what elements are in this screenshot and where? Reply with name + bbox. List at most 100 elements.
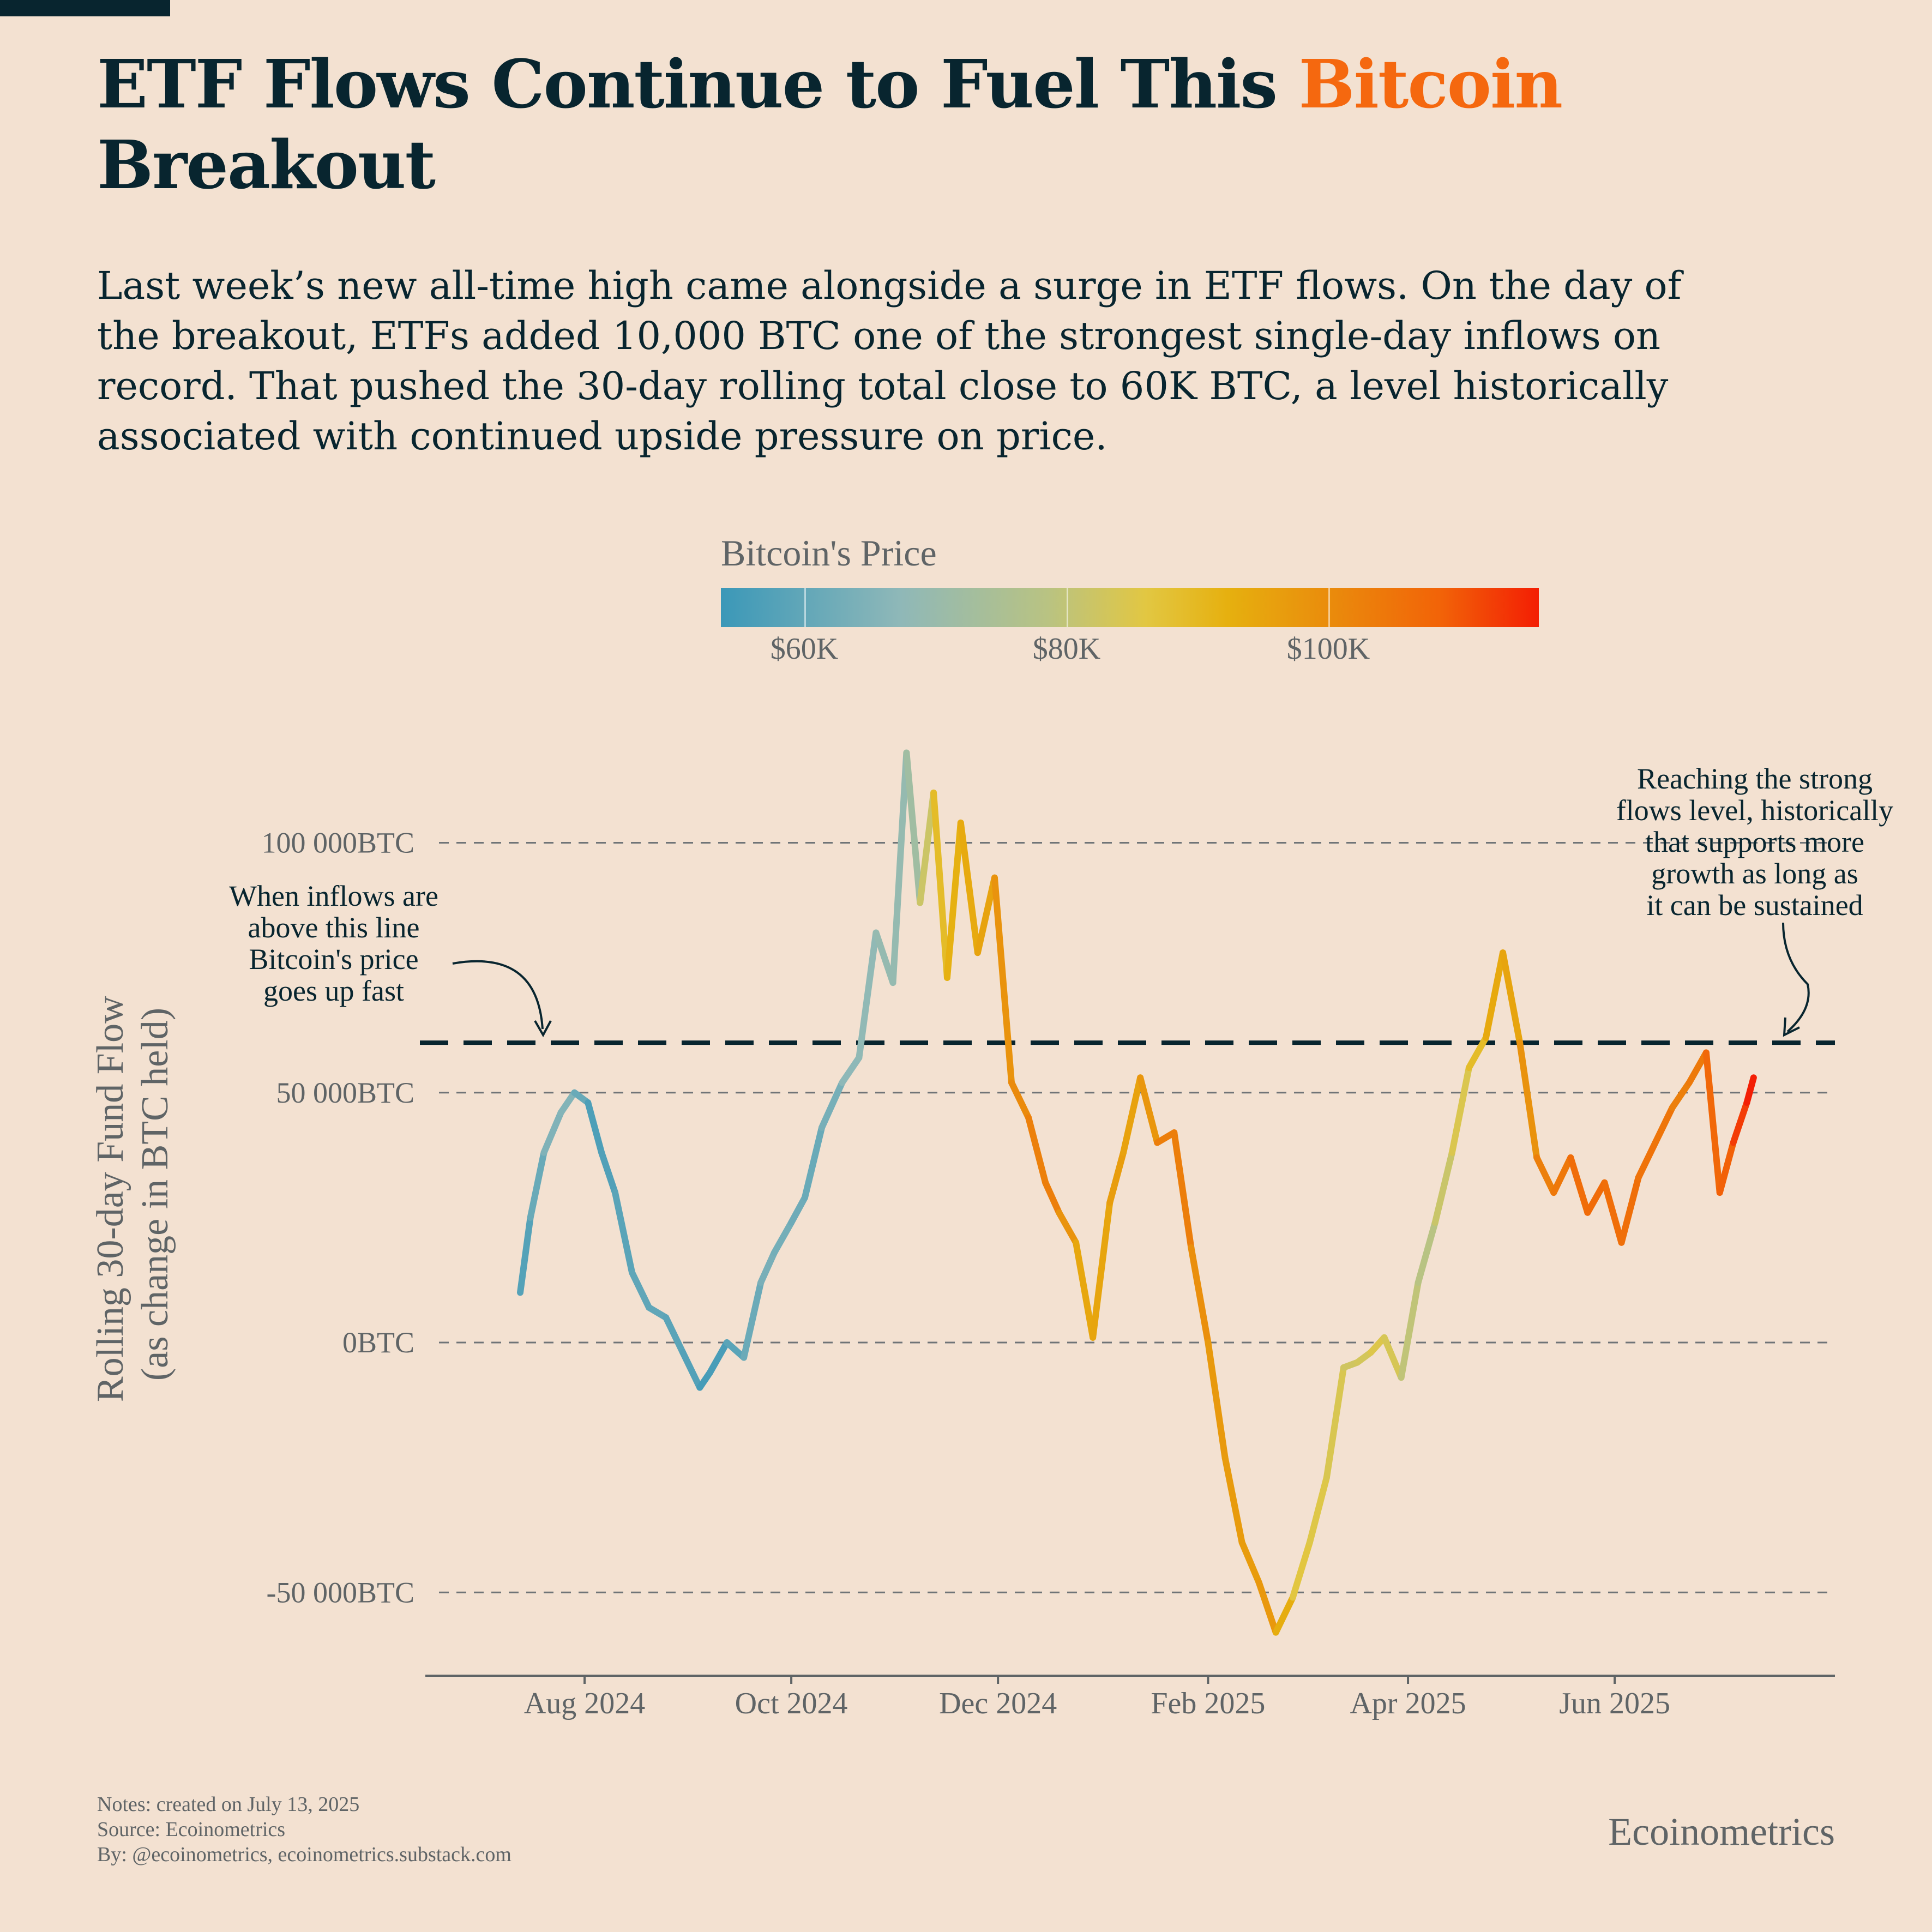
y-axis-label-line-2: (as change in BTC held): [134, 1008, 176, 1381]
flow-segment: [1056, 1209, 1080, 1246]
flow-segment: [663, 1314, 687, 1356]
flow-segment: [1323, 1364, 1347, 1481]
flow-segment: [1500, 949, 1524, 1046]
x-tick-label: Feb 2025: [1151, 1687, 1265, 1720]
flow-segment: [1482, 949, 1507, 1041]
colorbar-label-80k: $80K: [1032, 632, 1101, 666]
flow-segment: [527, 1149, 547, 1221]
flow-segment: [585, 1099, 605, 1156]
flow-segment: [818, 1079, 846, 1131]
flow-segment: [1120, 1074, 1144, 1156]
flow-segment: [540, 1109, 564, 1156]
flow-segment: [1398, 1279, 1422, 1381]
flow-segment: [1272, 1594, 1296, 1636]
flow-segment: [1601, 1179, 1625, 1246]
flow-segment: [1533, 1154, 1557, 1196]
y-tick-label: 0BTC: [342, 1326, 414, 1359]
flow-segment: [1415, 1219, 1439, 1286]
colorbar-tick-80k: [1067, 588, 1068, 627]
annotation-line: above this line: [248, 911, 420, 944]
x-tick-label: Oct 2024: [735, 1687, 848, 1720]
annotation-line: When inflows are: [229, 880, 438, 912]
annotation-line: Reaching the strong: [1637, 762, 1873, 795]
flow-segment: [679, 1349, 703, 1391]
annotation-line: flows level, historically: [1616, 794, 1893, 827]
y-tick-label: 50 000BTC: [276, 1076, 414, 1109]
flow-segment: [1171, 1129, 1195, 1251]
annotation-line: goes up fast: [263, 974, 404, 1007]
colorbar-tick-60k: [804, 588, 806, 627]
flow-segment: [1090, 1199, 1114, 1341]
flow-segment: [557, 1089, 578, 1116]
x-tick-label: Apr 2025: [1350, 1687, 1466, 1720]
flow-segment: [1730, 1099, 1750, 1146]
flow-segment: [856, 929, 880, 1061]
flow-segment: [788, 1194, 808, 1226]
x-tick-label: Jun 2025: [1559, 1687, 1670, 1720]
chart-subtitle: Last week’s new all-time high came along…: [97, 263, 1682, 459]
flow-segment: [1652, 1104, 1676, 1146]
flow-segment: [1584, 1179, 1608, 1216]
colorbar-title: Bitcoin's Price: [721, 532, 937, 574]
flow-segment: [943, 819, 964, 981]
flow-segment: [1238, 1539, 1262, 1586]
flow-segment: [706, 1339, 731, 1376]
flow-segment: [724, 1339, 748, 1361]
flow-segment: [1137, 1074, 1161, 1146]
x-tick-label: Aug 2024: [524, 1687, 645, 1720]
y-tick-label: -50 000BTC: [266, 1576, 414, 1609]
footer-notes: Notes: created on July 13, 2025 Source: …: [97, 1792, 511, 1867]
flow-segment: [1669, 1079, 1693, 1111]
annotation-line: Bitcoin's price: [249, 943, 418, 976]
flow-segment: [974, 874, 998, 956]
y-tick-label: 100 000BTC: [261, 827, 414, 859]
annotation-left-arrowhead: [534, 1020, 552, 1038]
annotation-line: it can be sustained: [1646, 889, 1863, 922]
flow-segment: [516, 1214, 534, 1296]
flow-segment: [1289, 1539, 1313, 1601]
annotation-left: When inflows are above this line Bitcoin's…: [229, 880, 438, 1007]
y-axis-label-line-1: Rolling 30-day Fund Flow: [89, 996, 131, 1402]
corner-accent-bar: [0, 0, 170, 16]
flow-segment: [741, 1279, 765, 1361]
flow-segment: [598, 1149, 618, 1196]
title-accent-word: Bitcoin: [1298, 45, 1563, 123]
flow-segment: [1306, 1474, 1330, 1546]
annotation-line: that supports more: [1645, 826, 1864, 858]
annotation-left-arrow: [452, 960, 544, 1030]
annotation-line: growth as long as: [1651, 857, 1858, 890]
flow-segment: [1618, 1174, 1642, 1246]
flow-segment: [1221, 1454, 1245, 1546]
footer-source: Source: Ecoinometrics: [97, 1818, 286, 1841]
flow-segment: [991, 874, 1015, 1086]
brand-name: Ecoinometrics: [1608, 1810, 1835, 1853]
title-second-line: Breakout: [97, 125, 436, 204]
flow-series: [516, 749, 1757, 1636]
flow-segment: [1073, 1239, 1097, 1341]
y-axis-label: Rolling 30-day Fund Flow (as change in B…: [89, 986, 176, 1402]
flow-segment: [1448, 1064, 1472, 1156]
y-axis-ticks: -50 000BTC 0BTC 50 000BTC 100 000BTC: [261, 827, 414, 1609]
annotation-right: Reaching the strong flows level, historic…: [1616, 762, 1893, 922]
flow-segment: [1008, 1079, 1032, 1121]
flow-segment: [757, 1249, 778, 1286]
flow-segment: [1025, 1114, 1049, 1186]
flow-segment: [930, 789, 950, 981]
flow-segment: [1431, 1149, 1455, 1226]
flow-segment: [917, 789, 937, 906]
flow-segment: [1465, 1034, 1489, 1071]
flow-segment: [957, 819, 981, 956]
annotation-right-arrow: [1782, 922, 1810, 1033]
title-text: ETF Flows Continue to Fuel This: [97, 45, 1299, 123]
flow-segment: [1716, 1139, 1737, 1196]
flow-segment: [903, 749, 924, 906]
flow-segment: [839, 1054, 863, 1086]
flow-segment: [801, 1124, 826, 1201]
price-colorbar: [721, 588, 1539, 627]
flow-segment: [646, 1304, 670, 1321]
footer-notes-date: Notes: created on July 13, 2025: [97, 1793, 360, 1816]
x-tick-label: Dec 2024: [939, 1687, 1057, 1720]
chart-title: ETF Flows Continue to Fuel This Bitcoin B…: [97, 44, 1842, 205]
flow-segment: [611, 1189, 636, 1276]
